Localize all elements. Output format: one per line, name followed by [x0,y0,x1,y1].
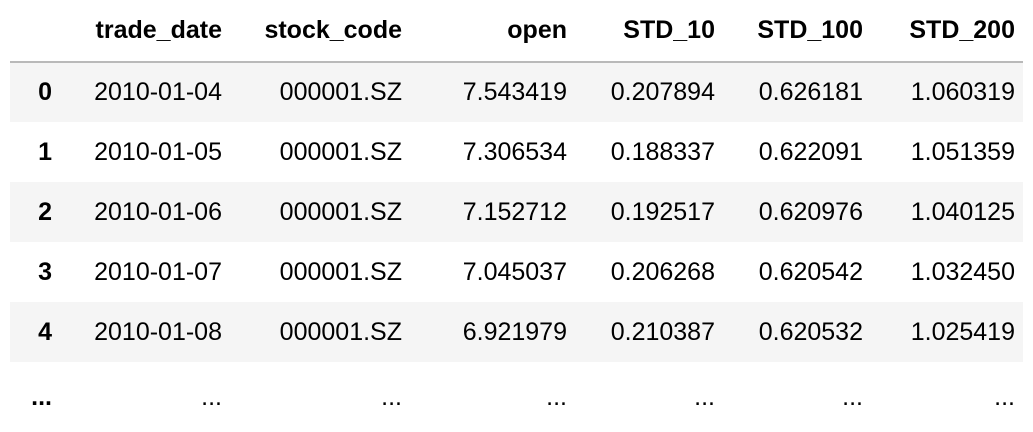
cell-std-10: 0.210387 [610,317,715,346]
cell-open: ... [546,382,567,411]
cell-std-100: 0.620532 [758,317,863,346]
table-row: 4 2010-01-08 000001.SZ 6.921979 0.210387… [10,302,1023,362]
cell-std-200: 1.060319 [910,78,1015,106]
table-body: 0 2010-01-04 000001.SZ 7.543419 0.207894… [10,62,1023,432]
table-row: 2 2010-01-06 000001.SZ 7.152712 0.192517… [10,182,1023,242]
cell-stock-code: ... [381,382,402,411]
index-header [10,0,60,62]
cell-open: 7.045037 [462,257,567,286]
cell-trade-date: 2010-01-04 [94,78,222,106]
cell-trade-date: 2010-01-06 [94,197,222,226]
column-header-std-100: STD_100 [757,16,863,44]
row-index: 3 [38,257,52,286]
row-index: 0 [38,78,52,106]
dataframe-table: trade_date stock_code open STD_10 STD_10… [10,0,1023,432]
dataframe-output: trade_date stock_code open STD_10 STD_10… [10,18,1023,409]
cell-std-200: 1.032450 [910,257,1015,286]
cell-stock-code: 000001.SZ [279,137,402,166]
column-header-std-200: STD_200 [909,16,1015,44]
cell-std-100: 0.620976 [758,197,863,226]
cell-open: 6.921979 [462,317,567,346]
cell-std-100: 0.622091 [758,137,863,166]
cell-open: 7.306534 [462,137,567,166]
cell-std-10: 0.206268 [610,257,715,286]
row-index: 4 [38,317,52,346]
cell-open: 7.543419 [462,78,567,106]
cell-std-10: 0.192517 [610,197,715,226]
cell-std-100: 0.626181 [758,78,863,106]
cell-trade-date: 2010-01-07 [94,257,222,286]
cell-std-10: 0.188337 [610,137,715,166]
cell-trade-date: 2010-01-05 [94,137,222,166]
table-row-ellipsis: ... ... ... ... ... ... ... [10,362,1023,432]
cell-stock-code: 000001.SZ [279,317,402,346]
table-header: trade_date stock_code open STD_10 STD_10… [10,0,1023,62]
header-row: trade_date stock_code open STD_10 STD_10… [10,0,1023,62]
cell-stock-code: 000001.SZ [279,257,402,286]
cell-std-200: 1.051359 [910,137,1015,166]
cell-trade-date: 2010-01-08 [94,317,222,346]
table-row: 3 2010-01-07 000001.SZ 7.045037 0.206268… [10,242,1023,302]
row-index: 1 [38,137,52,166]
cell-std-100: ... [842,382,863,411]
table-row: 1 2010-01-05 000001.SZ 7.306534 0.188337… [10,122,1023,182]
column-header-open: open [507,16,567,44]
cell-stock-code: 000001.SZ [279,197,402,226]
row-index: ... [31,382,52,411]
column-header-trade-date: trade_date [95,16,222,44]
cell-std-200: ... [994,382,1015,411]
cell-std-10: 0.207894 [610,78,715,106]
column-header-stock-code: stock_code [264,16,402,44]
cell-std-100: 0.620542 [758,257,863,286]
table-row: 0 2010-01-04 000001.SZ 7.543419 0.207894… [10,62,1023,122]
row-index: 2 [38,197,52,226]
cell-std-200: 1.025419 [910,317,1015,346]
cell-open: 7.152712 [462,197,567,226]
column-header-std-10: STD_10 [623,16,715,44]
cell-trade-date: ... [201,382,222,411]
cell-std-200: 1.040125 [910,197,1015,226]
cell-std-10: ... [694,382,715,411]
cell-stock-code: 000001.SZ [279,78,402,106]
